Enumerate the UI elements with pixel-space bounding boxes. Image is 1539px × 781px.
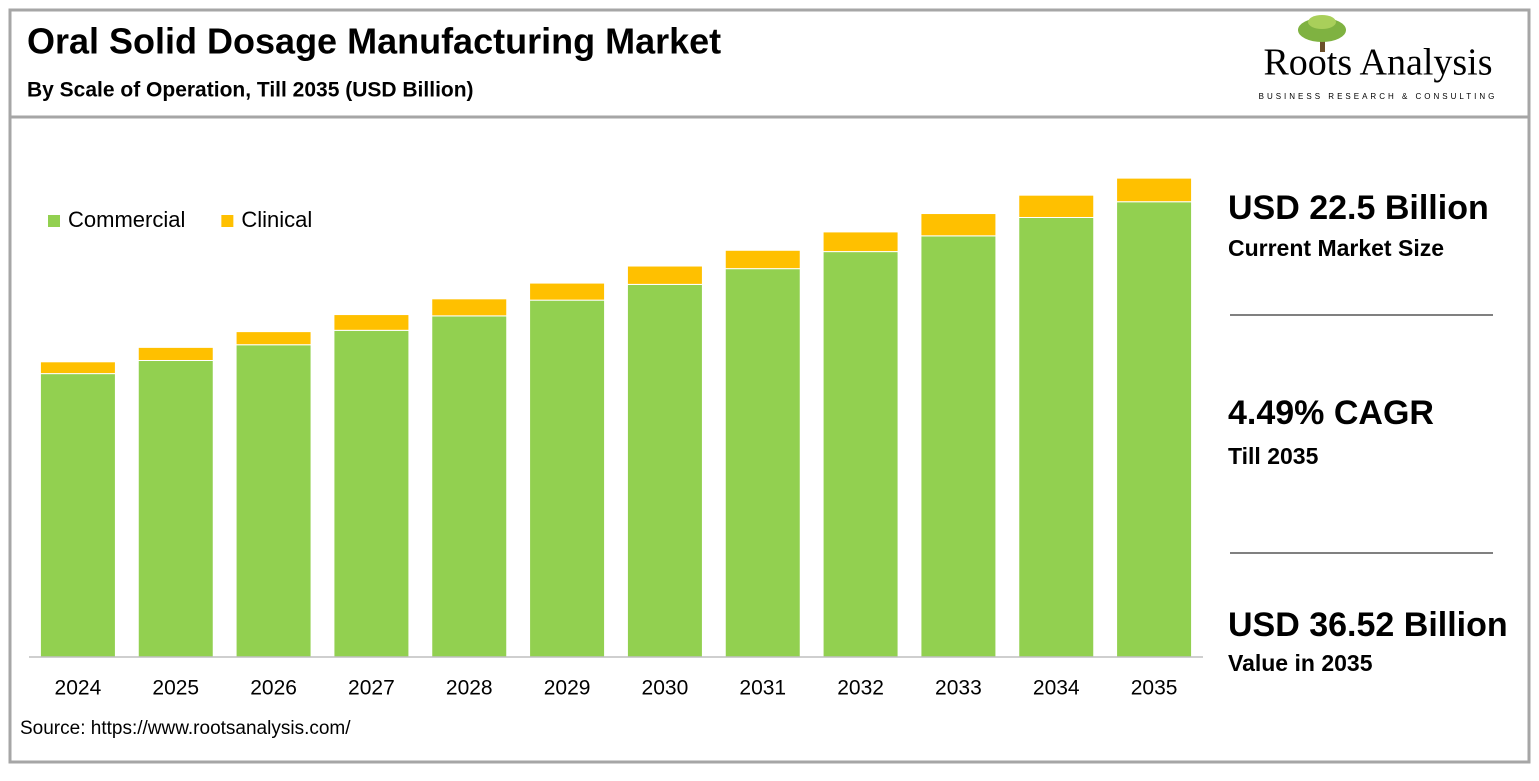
- bar-segment: [431, 298, 508, 317]
- bar-segment: [920, 235, 997, 658]
- bar-segment: [235, 344, 312, 658]
- x-tick-label: 2027: [348, 677, 395, 700]
- bar-segment: [529, 282, 606, 301]
- x-tick-label: 2031: [739, 677, 786, 700]
- legend-label: Clinical: [241, 207, 312, 232]
- x-tick-label: 2034: [1033, 677, 1080, 700]
- bar-segment: [137, 346, 214, 361]
- highlight-label: Value in 2035: [1228, 650, 1373, 676]
- bar-segment: [920, 213, 997, 237]
- bar-segment: [626, 265, 703, 285]
- x-tick-label: 2032: [837, 677, 884, 700]
- bar-segment: [1018, 194, 1095, 218]
- legend-swatch: [48, 215, 60, 227]
- chart-subtitle: By Scale of Operation, Till 2035 (USD Bi…: [27, 79, 474, 102]
- bar-segment: [822, 251, 899, 658]
- bar-segment: [333, 329, 410, 658]
- chart-title: Oral Solid Dosage Manufacturing Market: [27, 21, 721, 62]
- logo-name: Roots Analysis: [1263, 42, 1492, 84]
- highlight-value: USD 22.5 Billion: [1228, 189, 1489, 227]
- bar-segment: [626, 283, 703, 658]
- bar-segment: [529, 299, 606, 658]
- x-tick-label: 2026: [250, 677, 297, 700]
- logo-icon: [1298, 15, 1346, 52]
- x-tick-label: 2028: [446, 677, 493, 700]
- bar-segment: [724, 268, 801, 658]
- x-tick-label: 2024: [55, 677, 102, 700]
- highlight-label: Till 2035: [1228, 443, 1319, 469]
- bar-segment: [822, 231, 899, 253]
- x-tick-label: 2033: [935, 677, 982, 700]
- bar-segment: [1116, 177, 1193, 203]
- x-tick-label: 2035: [1131, 677, 1178, 700]
- bar-segment: [333, 314, 410, 331]
- source: Source: https://www.rootsanalysis.com/: [20, 718, 351, 739]
- bar-segment: [137, 359, 214, 658]
- highlight-label: Current Market Size: [1228, 235, 1444, 261]
- bar-segment: [1018, 216, 1095, 658]
- x-tick-label: 2025: [152, 677, 199, 700]
- bar-segment: [39, 373, 116, 658]
- bar-segment: [724, 249, 801, 270]
- bar-segment: [39, 361, 116, 375]
- legend-swatch: [221, 215, 234, 227]
- x-tick-label: 2029: [544, 677, 591, 700]
- bar-segment: [1116, 201, 1193, 658]
- x-tick-label: 2030: [642, 677, 689, 700]
- bar-segment: [431, 315, 508, 658]
- legend-label: Commercial: [68, 207, 185, 232]
- highlight-value: 4.49% CAGR: [1228, 394, 1434, 432]
- highlight-value: USD 36.52 Billion: [1228, 606, 1508, 644]
- logo-tagline: BUSINESS RESEARCH & CONSULTING: [1259, 92, 1498, 101]
- bar-segment: [235, 331, 312, 346]
